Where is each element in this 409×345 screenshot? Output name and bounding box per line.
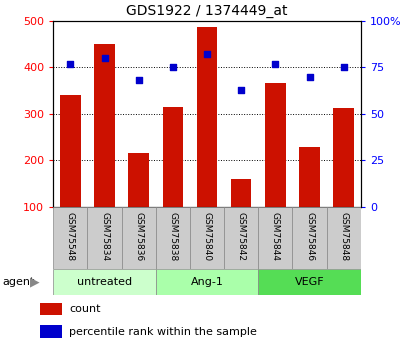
FancyBboxPatch shape [53,269,155,295]
FancyBboxPatch shape [258,207,292,269]
FancyBboxPatch shape [224,207,258,269]
FancyBboxPatch shape [121,207,155,269]
Text: GSM75834: GSM75834 [100,212,109,261]
Bar [333,108,353,207]
Text: percentile rank within the sample: percentile rank within the sample [69,327,256,337]
Point [306,74,312,79]
Text: GSM75836: GSM75836 [134,212,143,261]
Bar [265,83,285,207]
Text: Ang-1: Ang-1 [190,277,223,287]
Text: GSM75846: GSM75846 [304,212,313,261]
Text: GSM75842: GSM75842 [236,212,245,261]
FancyBboxPatch shape [155,207,189,269]
Bar [60,95,81,207]
FancyBboxPatch shape [87,207,121,269]
Text: GSM75848: GSM75848 [338,212,347,261]
FancyBboxPatch shape [155,269,258,295]
Point [135,78,142,83]
Text: agent: agent [2,277,34,287]
Bar [128,154,148,207]
FancyBboxPatch shape [258,269,360,295]
FancyBboxPatch shape [189,207,224,269]
Point [272,61,278,66]
Bar [162,107,183,207]
Point [339,65,346,70]
Text: GSM75840: GSM75840 [202,212,211,261]
Text: count: count [69,304,100,314]
Text: GSM75844: GSM75844 [270,212,279,261]
Bar [299,147,319,207]
Point [203,51,210,57]
Point [237,87,244,92]
Bar [40,303,61,315]
Point [67,61,74,66]
Bar [196,27,217,207]
Point [101,55,108,61]
Text: GSM75548: GSM75548 [66,212,75,261]
Text: ▶: ▶ [29,276,39,288]
Point [169,65,176,70]
Text: VEGF: VEGF [294,277,324,287]
Text: untreated: untreated [77,277,132,287]
FancyBboxPatch shape [292,207,326,269]
Bar [94,44,115,207]
Title: GDS1922 / 1374449_at: GDS1922 / 1374449_at [126,4,287,18]
Text: GSM75838: GSM75838 [168,212,177,261]
Bar [40,325,61,338]
FancyBboxPatch shape [53,207,87,269]
FancyBboxPatch shape [326,207,360,269]
Bar [230,179,251,207]
